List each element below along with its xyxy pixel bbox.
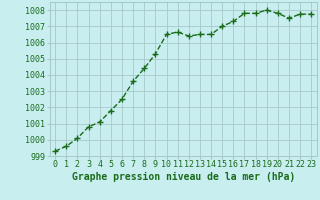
X-axis label: Graphe pression niveau de la mer (hPa): Graphe pression niveau de la mer (hPa) [72, 172, 295, 182]
